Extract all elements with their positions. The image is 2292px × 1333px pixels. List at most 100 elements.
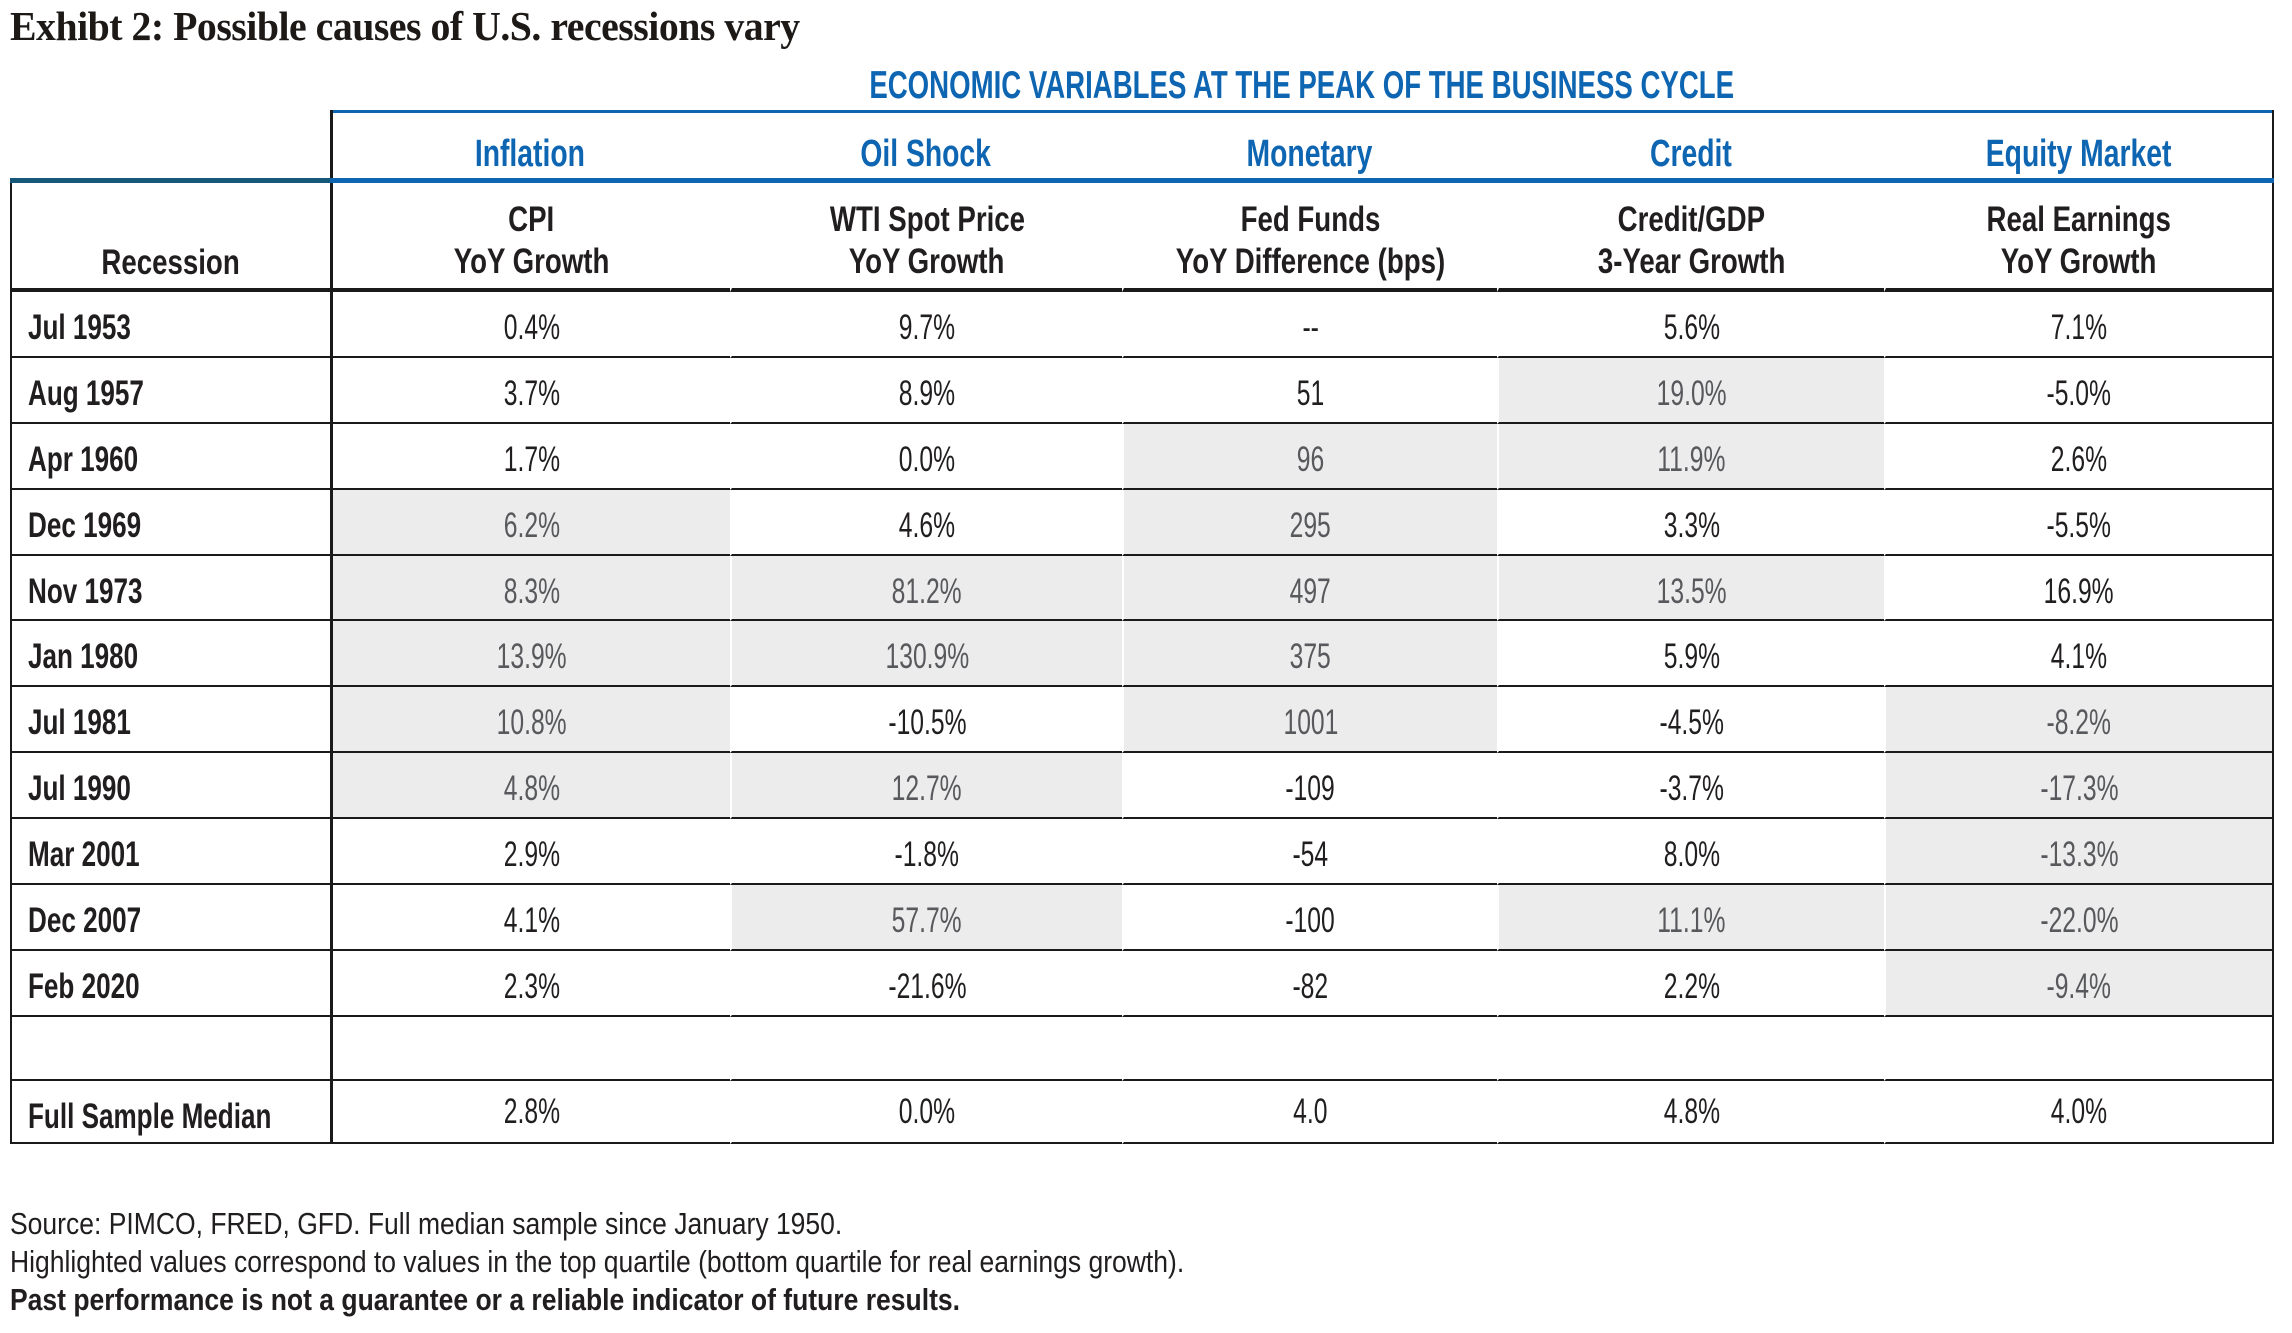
table-cell: 1001 bbox=[1122, 687, 1497, 754]
table-cell: 51 bbox=[1122, 357, 1497, 424]
table-cell: -109 bbox=[1122, 753, 1497, 820]
table-cell: -22.0% bbox=[1884, 885, 2274, 951]
column-header: CPI YoY Growth bbox=[330, 183, 730, 292]
group-header-top-rule bbox=[330, 110, 2274, 113]
table-cell: 2.2% bbox=[1497, 950, 1884, 1017]
table-cell: 7.1% bbox=[1884, 292, 2274, 358]
column-header: Credit/GDP 3-Year Growth bbox=[1497, 183, 1884, 292]
table-cell: -- bbox=[1122, 292, 1497, 358]
row-label: Mar 2001 bbox=[10, 819, 330, 886]
table-cell: -5.5% bbox=[1884, 489, 2274, 556]
table-cell: 8.0% bbox=[1497, 819, 1884, 886]
table-cell: 1.7% bbox=[330, 423, 730, 490]
table-cell: 13.5% bbox=[1497, 555, 1884, 622]
table-cell: 11.9% bbox=[1497, 423, 1884, 490]
group-label-monetary: Monetary bbox=[1246, 133, 1373, 175]
median-cell: 4.0% bbox=[1884, 1080, 2274, 1144]
group-label-credit: Credit bbox=[1649, 133, 1732, 175]
table-cell: 3.7% bbox=[330, 357, 730, 424]
table-cell: 130.9% bbox=[730, 621, 1122, 688]
median-cell: 4.0 bbox=[1122, 1080, 1497, 1144]
column-header: Fed Funds YoY Difference (bps) bbox=[1122, 183, 1497, 292]
median-cell: 0.0% bbox=[730, 1080, 1122, 1144]
group-label-equity-market: Equity Market bbox=[1986, 133, 2172, 175]
table-cell: -21.6% bbox=[730, 950, 1122, 1017]
row-label: Jul 1981 bbox=[10, 687, 330, 754]
table-cell: 2.3% bbox=[330, 950, 730, 1017]
spacer-cell bbox=[10, 1016, 330, 1081]
spacer-cell bbox=[1884, 1016, 2274, 1081]
table-cell: -100 bbox=[1122, 885, 1497, 951]
table-cell: 11.1% bbox=[1497, 885, 1884, 951]
table-cell: 4.8% bbox=[330, 753, 730, 820]
table-cell: 0.0% bbox=[730, 423, 1122, 490]
header-rule-navy bbox=[10, 178, 330, 183]
table-cell: 4.1% bbox=[330, 885, 730, 951]
spacer-cell bbox=[1122, 1016, 1497, 1081]
row-label: Jul 1990 bbox=[10, 753, 330, 820]
table-cell: 4.1% bbox=[1884, 621, 2274, 688]
disclaimer-note: Past performance is not a guarantee or a… bbox=[10, 1282, 961, 1317]
source-note: Source: PIMCO, FRED, GFD. Full median sa… bbox=[10, 1206, 843, 1241]
table-cell: 2.9% bbox=[330, 819, 730, 886]
table-cell: 2.6% bbox=[1884, 423, 2274, 490]
table-heading: ECONOMIC VARIABLES AT THE PEAK OF THE BU… bbox=[869, 64, 1735, 107]
table-cell: 295 bbox=[1122, 489, 1497, 556]
table-cell: 375 bbox=[1122, 621, 1497, 688]
table-cell: 8.3% bbox=[330, 555, 730, 622]
table-cell: 5.9% bbox=[1497, 621, 1884, 688]
table-cell: 57.7% bbox=[730, 885, 1122, 951]
highlight-note: Highlighted values correspond to values … bbox=[10, 1244, 1185, 1279]
spacer-cell bbox=[330, 1016, 730, 1081]
table-cell: 9.7% bbox=[730, 292, 1122, 358]
row-label: Dec 2007 bbox=[10, 885, 330, 951]
group-label-inflation: Inflation bbox=[474, 133, 586, 175]
table-cell: -13.3% bbox=[1884, 819, 2274, 886]
table-cell: -1.8% bbox=[730, 819, 1122, 886]
table-cell: -8.2% bbox=[1884, 687, 2274, 754]
table-cell: 8.9% bbox=[730, 357, 1122, 424]
row-label: Dec 1969 bbox=[10, 489, 330, 556]
row-label: Feb 2020 bbox=[10, 950, 330, 1017]
table-cell: 10.8% bbox=[330, 687, 730, 754]
row-label: Jul 1953 bbox=[10, 292, 330, 358]
row-label: Aug 1957 bbox=[10, 357, 330, 424]
row-label: Nov 1973 bbox=[10, 555, 330, 622]
table-cell: 16.9% bbox=[1884, 555, 2274, 622]
table-cell: 4.6% bbox=[730, 489, 1122, 556]
median-cell: 4.8% bbox=[1497, 1080, 1884, 1144]
table-cell: 81.2% bbox=[730, 555, 1122, 622]
table-cell: 5.6% bbox=[1497, 292, 1884, 358]
table-cell: -82 bbox=[1122, 950, 1497, 1017]
table-cell: 13.9% bbox=[330, 621, 730, 688]
table-cell: 6.2% bbox=[330, 489, 730, 556]
table-cell: -54 bbox=[1122, 819, 1497, 886]
table-cell: -5.0% bbox=[1884, 357, 2274, 424]
table-cell: 19.0% bbox=[1497, 357, 1884, 424]
group-header-left-border bbox=[330, 110, 333, 183]
exhibit-title: Exhibt 2: Possible causes of U.S. recess… bbox=[10, 3, 800, 49]
table-cell: -17.3% bbox=[1884, 753, 2274, 820]
table-cell: -9.4% bbox=[1884, 950, 2274, 1017]
table-cell: 12.7% bbox=[730, 753, 1122, 820]
header-rule-blue bbox=[330, 178, 2274, 183]
recession-table: Recession CPI YoY Growth WTI Spot Price YoY … bbox=[10, 183, 2274, 1144]
table-cell: 3.3% bbox=[1497, 489, 1884, 556]
column-header-recession: Recession bbox=[10, 183, 330, 292]
table-cell: 497 bbox=[1122, 555, 1497, 622]
group-label-oil-shock: Oil Shock bbox=[860, 133, 992, 175]
row-label: Apr 1960 bbox=[10, 423, 330, 490]
table-cell: 96 bbox=[1122, 423, 1497, 490]
group-header-right-border bbox=[2272, 110, 2274, 183]
table-cell: -4.5% bbox=[1497, 687, 1884, 754]
column-header: WTI Spot Price YoY Growth bbox=[730, 183, 1122, 292]
spacer-cell bbox=[1497, 1016, 1884, 1081]
table-cell: 0.4% bbox=[330, 292, 730, 358]
median-label: Full Sample Median bbox=[10, 1080, 330, 1144]
column-header: Real Earnings YoY Growth bbox=[1884, 183, 2274, 292]
median-cell: 2.8% bbox=[330, 1080, 730, 1144]
table-cell: -10.5% bbox=[730, 687, 1122, 754]
row-label: Jan 1980 bbox=[10, 621, 330, 688]
footnotes: Source: PIMCO, FRED, GFD. Full median sa… bbox=[10, 1205, 1383, 1319]
spacer-cell bbox=[730, 1016, 1122, 1081]
